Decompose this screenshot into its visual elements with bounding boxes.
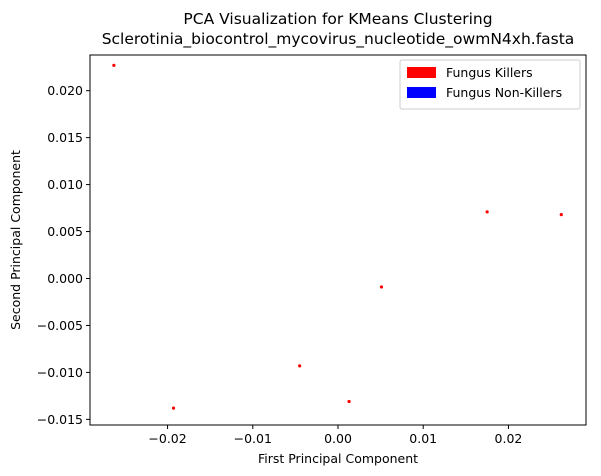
y-axis: −0.015 −0.010 −0.005 0.000 0.005 0.010 0.015 0.…: [37, 83, 90, 427]
x-axis: −0.02 −0.01 0.00 0.01 0.02: [148, 425, 522, 446]
legend: Fungus Killers Fungus Non-Killers: [399, 59, 581, 110]
legend-swatch-fungus-killers: [407, 67, 436, 78]
data-points: [112, 63, 563, 410]
x-axis-label: First Principal Component: [258, 451, 418, 466]
y-tick-label: 0.020: [47, 83, 83, 98]
plot-area: [89, 54, 587, 426]
data-point: [171, 406, 176, 410]
y-tick-label: −0.015: [37, 412, 83, 427]
legend-box: [399, 59, 581, 110]
x-tick-label: 0.00: [324, 431, 352, 446]
chart-subtitle: Sclerotinia_biocontrol_mycovirus_nucleot…: [102, 30, 575, 49]
legend-label-fungus-non-killers: Fungus Non-Killers: [446, 85, 562, 100]
y-tick-label: 0.000: [47, 271, 83, 286]
y-tick-label: 0.015: [47, 130, 83, 145]
data-point: [379, 285, 384, 289]
y-tick-label: −0.010: [37, 365, 83, 380]
data-point: [485, 210, 489, 214]
x-tick-label: 0.02: [495, 431, 523, 446]
x-tick-label: 0.01: [409, 431, 437, 446]
legend-label-fungus-killers: Fungus Killers: [446, 65, 533, 80]
y-axis-label: Second Principal Component: [8, 150, 23, 330]
y-tick-label: −0.005: [37, 318, 83, 333]
legend-swatch-fungus-non-killers: [407, 87, 436, 98]
y-tick-label: 0.010: [47, 177, 83, 192]
chart-title: PCA Visualization for KMeans Clustering: [183, 10, 492, 28]
data-point: [112, 63, 116, 67]
x-tick-label: −0.01: [234, 431, 272, 446]
y-tick-label: 0.005: [47, 224, 83, 239]
data-point: [298, 364, 302, 368]
data-point: [559, 213, 563, 217]
data-point: [347, 399, 351, 404]
x-tick-label: −0.02: [148, 431, 186, 446]
